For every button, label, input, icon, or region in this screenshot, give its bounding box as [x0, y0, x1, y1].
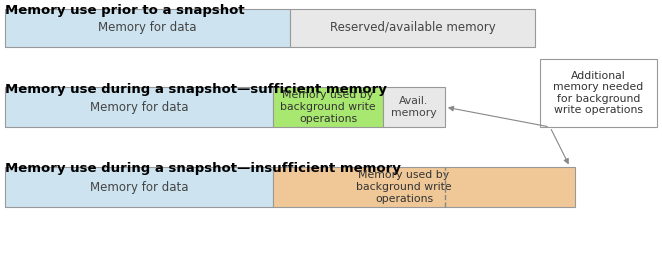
- Text: Memory for data: Memory for data: [90, 180, 188, 194]
- Bar: [273, 167, 575, 207]
- Bar: [540, 59, 657, 127]
- Text: Memory used by
background write
operations: Memory used by background write operatio…: [356, 170, 451, 204]
- Text: Memory use during a snapshot—sufficient memory: Memory use during a snapshot—sufficient …: [5, 83, 387, 96]
- Text: Avail.
memory: Avail. memory: [391, 96, 437, 118]
- Text: Memory use during a snapshot—insufficient memory: Memory use during a snapshot—insufficien…: [5, 162, 401, 175]
- Bar: [383, 87, 445, 127]
- Bar: [5, 9, 290, 47]
- Text: Memory for data: Memory for data: [98, 21, 197, 34]
- Text: Memory used by
background write
operations: Memory used by background write operatio…: [280, 90, 376, 123]
- Text: Reserved/available memory: Reserved/available memory: [330, 21, 495, 34]
- Text: Memory use prior to a snapshot: Memory use prior to a snapshot: [5, 4, 245, 17]
- Bar: [273, 87, 383, 127]
- Bar: [5, 167, 273, 207]
- Text: Memory for data: Memory for data: [90, 100, 188, 114]
- Bar: [5, 87, 273, 127]
- Bar: [290, 9, 535, 47]
- Text: Additional
memory needed
for background
write operations: Additional memory needed for background …: [553, 71, 643, 116]
